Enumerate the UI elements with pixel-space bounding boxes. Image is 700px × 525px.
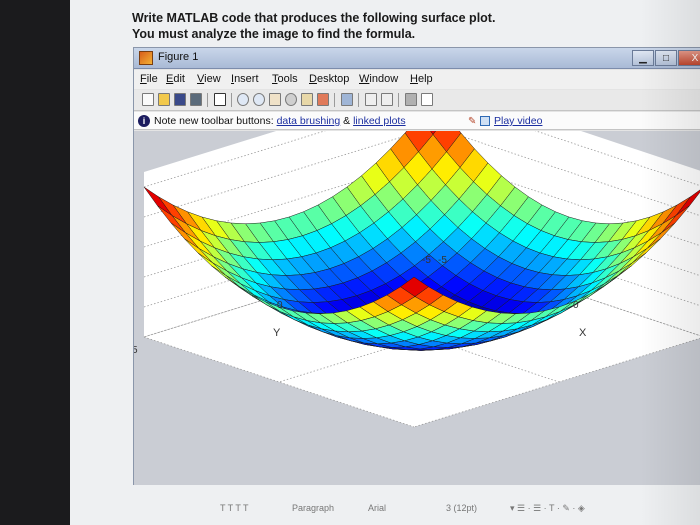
- info-icon: i: [138, 115, 150, 127]
- show-plot-tools-icon[interactable]: [421, 93, 433, 106]
- surface-patch: [648, 204, 678, 231]
- toolbar-separator: [358, 93, 359, 107]
- question-line-2: You must analyze the image to find the f…: [132, 27, 416, 41]
- figure-toolbar: [134, 90, 700, 111]
- menu-window[interactable]: Window: [359, 73, 399, 85]
- toolbar-separator: [207, 93, 208, 107]
- menu-desktop[interactable]: Desktop: [309, 73, 350, 85]
- menu-bar: File Edit View Insert Tools Desktop Wind…: [134, 70, 700, 89]
- rotate-3d-icon[interactable]: [285, 93, 297, 106]
- editor-tools[interactable]: ▾ ☰ · ☰ · T · ✎ · ◈: [510, 503, 585, 513]
- surface-patch: [675, 189, 700, 216]
- window-controls: ▁ □ X: [632, 50, 700, 66]
- info-bar: i Note new toolbar buttons: data brushin…: [134, 112, 700, 130]
- pan-icon[interactable]: [269, 93, 281, 106]
- surface-patch: [662, 196, 691, 224]
- maximize-button[interactable]: □: [655, 50, 677, 66]
- brush-icon[interactable]: [317, 93, 329, 106]
- surface-patch: [646, 222, 676, 249]
- surface-patch: [661, 205, 690, 233]
- play-video-link[interactable]: Play video: [494, 115, 543, 127]
- axis-labels: 50403020100Z50-5Y-505X: [134, 255, 587, 356]
- x-tick-label: -5: [438, 255, 447, 266]
- legend-icon[interactable]: [381, 93, 393, 106]
- figure-window: Figure 1 ▁ □ X File Edit View Insert Too…: [133, 47, 700, 485]
- open-file-icon[interactable]: [158, 93, 170, 106]
- y-tick-label: 0: [277, 300, 283, 311]
- toolbar-separator: [334, 93, 335, 107]
- menu-tools[interactable]: Tools: [272, 73, 298, 85]
- toolbar-separator: [398, 93, 399, 107]
- toolbar-separator: [231, 93, 232, 107]
- editor-toolbar: T T T T Paragraph Arial 3 (12pt) ▾ ☰ · ☰…: [220, 500, 660, 516]
- plot-area[interactable]: 50403020100Z50-5Y-505X: [134, 131, 700, 485]
- paragraph-select[interactable]: Paragraph: [292, 503, 335, 513]
- surface-plot[interactable]: 50403020100Z50-5Y-505X: [134, 131, 700, 485]
- menu-insert[interactable]: Insert: [231, 73, 259, 85]
- matlab-icon: [139, 51, 153, 65]
- font-select[interactable]: Arial: [368, 503, 387, 513]
- minimize-button[interactable]: ▁: [632, 50, 654, 66]
- y-axis-label: Y: [273, 327, 281, 339]
- homework-page: Write MATLAB code that produces the foll…: [70, 0, 700, 525]
- edit-plot-icon[interactable]: [214, 93, 226, 106]
- close-button[interactable]: X: [678, 50, 700, 66]
- question-line-1: Write MATLAB code that produces the foll…: [132, 11, 496, 25]
- link-plot-icon[interactable]: [341, 93, 353, 106]
- new-figure-icon[interactable]: [142, 93, 154, 106]
- title-bar[interactable]: Figure 1 ▁ □ X: [134, 48, 700, 69]
- surface-mesh: [143, 131, 700, 351]
- info-text: Note new toolbar buttons: data brushing …: [154, 115, 406, 127]
- save-icon[interactable]: [174, 93, 186, 106]
- brush-icon: ✎: [468, 116, 477, 127]
- surface-patch: [400, 276, 429, 297]
- print-icon[interactable]: [190, 93, 202, 106]
- zoom-in-icon[interactable]: [237, 93, 249, 106]
- x-axis-label: X: [579, 327, 587, 339]
- data-brushing-link[interactable]: data brushing: [276, 115, 341, 127]
- colorbar-icon[interactable]: [365, 93, 377, 106]
- size-select[interactable]: 3 (12pt): [446, 503, 478, 513]
- window-title: Figure 1: [158, 51, 199, 63]
- linked-plots-link[interactable]: linked plots: [353, 115, 406, 127]
- menu-help[interactable]: Help: [410, 73, 433, 85]
- linked-plots-icon: [480, 116, 490, 126]
- question-text: Write MATLAB code that produces the foll…: [132, 10, 495, 42]
- surface-patch: [634, 211, 665, 237]
- x-tick-label: 0: [573, 300, 579, 311]
- y-tick-label: 5: [134, 345, 138, 356]
- data-cursor-icon[interactable]: [301, 93, 313, 106]
- info-amp: &: [340, 115, 354, 127]
- zoom-out-icon[interactable]: [253, 93, 265, 106]
- hide-plot-tools-icon[interactable]: [405, 93, 417, 106]
- menu-view[interactable]: View: [197, 73, 221, 85]
- menu-file[interactable]: File: [140, 73, 158, 85]
- y-tick-label: -5: [422, 255, 431, 266]
- format-buttons[interactable]: T T T T: [220, 503, 249, 513]
- surface-patch: [647, 215, 677, 242]
- menu-edit[interactable]: Edit: [166, 73, 185, 85]
- info-prefix: Note new toolbar buttons:: [154, 115, 277, 127]
